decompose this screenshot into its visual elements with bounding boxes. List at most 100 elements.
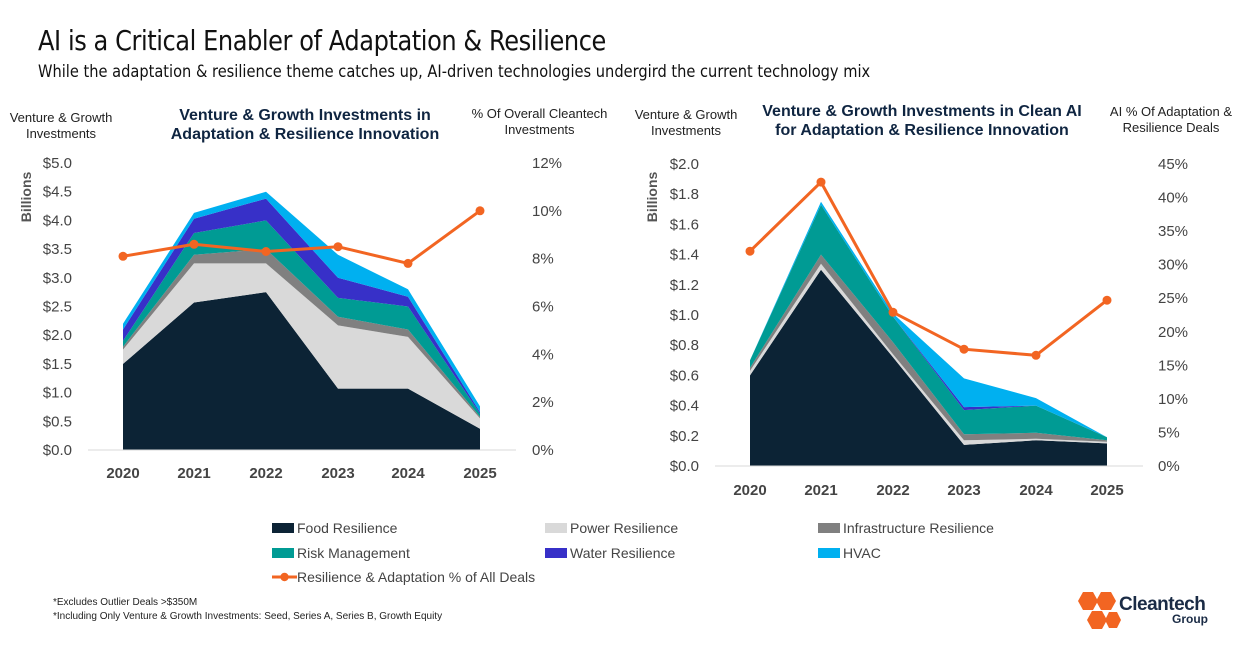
line-series-point xyxy=(118,251,128,261)
legend-item-infrastructure: Infrastructure Resilience xyxy=(818,520,994,536)
line-series-point xyxy=(403,258,413,268)
x-tick-label: 2024 xyxy=(1019,482,1053,499)
y2-tick-label: 0% xyxy=(1158,458,1180,475)
line-series-point xyxy=(888,307,898,317)
y2-tick-label: 45% xyxy=(1158,156,1188,173)
page-title: AI is a Critical Enabler of Adaptation &… xyxy=(38,24,606,57)
legend-swatch-line xyxy=(272,572,297,582)
legend-item-line: Resilience & Adaptation % of All Deals xyxy=(272,569,535,585)
legend-label-food: Food Resilience xyxy=(297,520,398,536)
x-tick-label: 2025 xyxy=(463,465,496,482)
y-tick-label: $3.5 xyxy=(43,241,72,258)
y-tick-label: $0.8 xyxy=(670,337,699,354)
line-series-point xyxy=(816,177,826,187)
y-tick-label: $0.0 xyxy=(670,458,699,475)
chart-investments-adaptation: $0.0 $0.5 $1.0 $1.5 $2.0 $2.5 $3.0 $3.5 $4.0 $4.5… xyxy=(18,155,562,482)
x-tick-label: 2021 xyxy=(804,482,837,499)
y-tick-label: $0.6 xyxy=(670,367,699,384)
line-series-point xyxy=(475,206,485,216)
y-tick-label: $3.0 xyxy=(43,270,72,287)
y-tick-label: $0.2 xyxy=(670,428,699,445)
y-tick-label: $1.0 xyxy=(43,385,72,402)
x-tick-label: 2023 xyxy=(947,482,980,499)
area-infrastructure xyxy=(123,249,480,419)
area-risk xyxy=(750,204,1107,441)
legend-item-food: Food Resilience xyxy=(272,520,397,536)
line-series-point xyxy=(745,246,755,256)
y-tick-label: $2.5 xyxy=(43,299,72,316)
y2-tick-label: 40% xyxy=(1158,190,1188,207)
y-tick-label: $4.5 xyxy=(43,184,72,201)
cleantech-logo-icon xyxy=(1078,592,1121,629)
legend-item-hvac: HVAC xyxy=(818,545,881,561)
legend-swatch-risk xyxy=(272,548,294,558)
legend-item-risk: Risk Management xyxy=(272,545,410,561)
x-tick-label: 2025 xyxy=(1090,482,1123,499)
y-tick-label: $1.5 xyxy=(43,356,72,373)
y2-tick-label: 6% xyxy=(532,299,554,316)
x-tick-label: 2022 xyxy=(876,482,909,499)
y2-tick-label: 30% xyxy=(1158,257,1188,274)
x-tick-label: 2023 xyxy=(321,465,354,482)
area-water xyxy=(123,198,480,414)
area-hvac xyxy=(123,191,480,413)
y2-tick-label: 35% xyxy=(1158,223,1188,240)
y-tick-label: $1.2 xyxy=(670,277,699,294)
x-tick-label: 2024 xyxy=(391,465,425,482)
legend-label-water: Water Resilience xyxy=(570,545,676,561)
chart2-right-axis-title: AI % Of Adaptation & Resilience Deals xyxy=(1109,104,1233,135)
y-tick-label: $0.5 xyxy=(43,413,72,430)
legend-item-power: Power Resilience xyxy=(545,520,678,536)
x-tick-label: 2020 xyxy=(733,482,766,499)
page-subtitle: While the adaptation & resilience theme … xyxy=(38,62,871,82)
y2-tick-label: 10% xyxy=(1158,391,1188,408)
line-series-point xyxy=(1102,295,1112,305)
y-tick-label: $2.0 xyxy=(43,327,72,344)
y2-tick-label: 0% xyxy=(532,442,554,459)
y-axis-label: Billions xyxy=(18,172,34,223)
y-tick-label: $0.0 xyxy=(43,442,72,459)
y2-tick-label: 25% xyxy=(1158,290,1188,307)
y-tick-label: $4.0 xyxy=(43,212,72,229)
legend-swatch-power xyxy=(545,523,567,533)
y-tick-label: $1.8 xyxy=(670,186,699,203)
x-tick-label: 2022 xyxy=(249,465,282,482)
legend-swatch-infrastructure xyxy=(818,523,840,533)
chart-clean-ai-adaptation: $0.0 $0.2 $0.4 $0.6 $0.8 $1.0 $1.2 $1.4 $1.6 $1.8… xyxy=(644,156,1188,499)
line-series-path xyxy=(748,179,1108,357)
legend-swatch-hvac xyxy=(818,548,840,558)
logo-sub: Group xyxy=(1172,612,1208,626)
chart1-title: Venture & Growth Investments in Adaptati… xyxy=(170,107,440,143)
y-tick-label: $0.4 xyxy=(670,398,699,415)
footnote-outlier: *Excludes Outlier Deals >$350M xyxy=(53,597,198,608)
y2-tick-label: 10% xyxy=(532,203,562,220)
x-tick-label: 2020 xyxy=(106,465,139,482)
area-power xyxy=(123,263,480,429)
chart1-left-axis-title: Venture & Growth Investments xyxy=(9,110,113,141)
legend-label-power: Power Resilience xyxy=(570,520,679,536)
area-food xyxy=(750,269,1107,466)
legend-label-infrastructure: Infrastructure Resilience xyxy=(843,520,994,536)
chart2-title: Venture & Growth Investments in Clean AI… xyxy=(762,103,1082,139)
y2-tick-label: 20% xyxy=(1158,324,1188,341)
chart1-right-axis-title: % Of Overall Cleantech Investments xyxy=(471,106,608,137)
legend-item-water: Water Resilience xyxy=(545,545,675,561)
area-risk xyxy=(123,220,480,417)
y2-tick-label: 5% xyxy=(1158,424,1180,441)
line-series-point xyxy=(189,239,199,249)
legend-label-risk: Risk Management xyxy=(297,545,410,561)
logo-name: Cleantech xyxy=(1119,594,1206,615)
line-series-path xyxy=(122,209,481,266)
line-series-point xyxy=(261,247,271,256)
y-tick-label: $2.0 xyxy=(670,156,699,173)
y2-tick-label: 2% xyxy=(532,394,554,411)
legend-swatch-food xyxy=(272,523,294,533)
y2-tick-label: 8% xyxy=(532,251,554,268)
y-tick-label: $1.6 xyxy=(670,216,699,233)
legend-label-line: Resilience & Adaptation % of All Deals xyxy=(297,569,536,585)
line-series-point xyxy=(333,242,343,252)
y2-tick-label: 15% xyxy=(1158,357,1188,374)
y-axis-label: Billions xyxy=(644,172,660,223)
legend-swatch-water xyxy=(545,548,567,558)
